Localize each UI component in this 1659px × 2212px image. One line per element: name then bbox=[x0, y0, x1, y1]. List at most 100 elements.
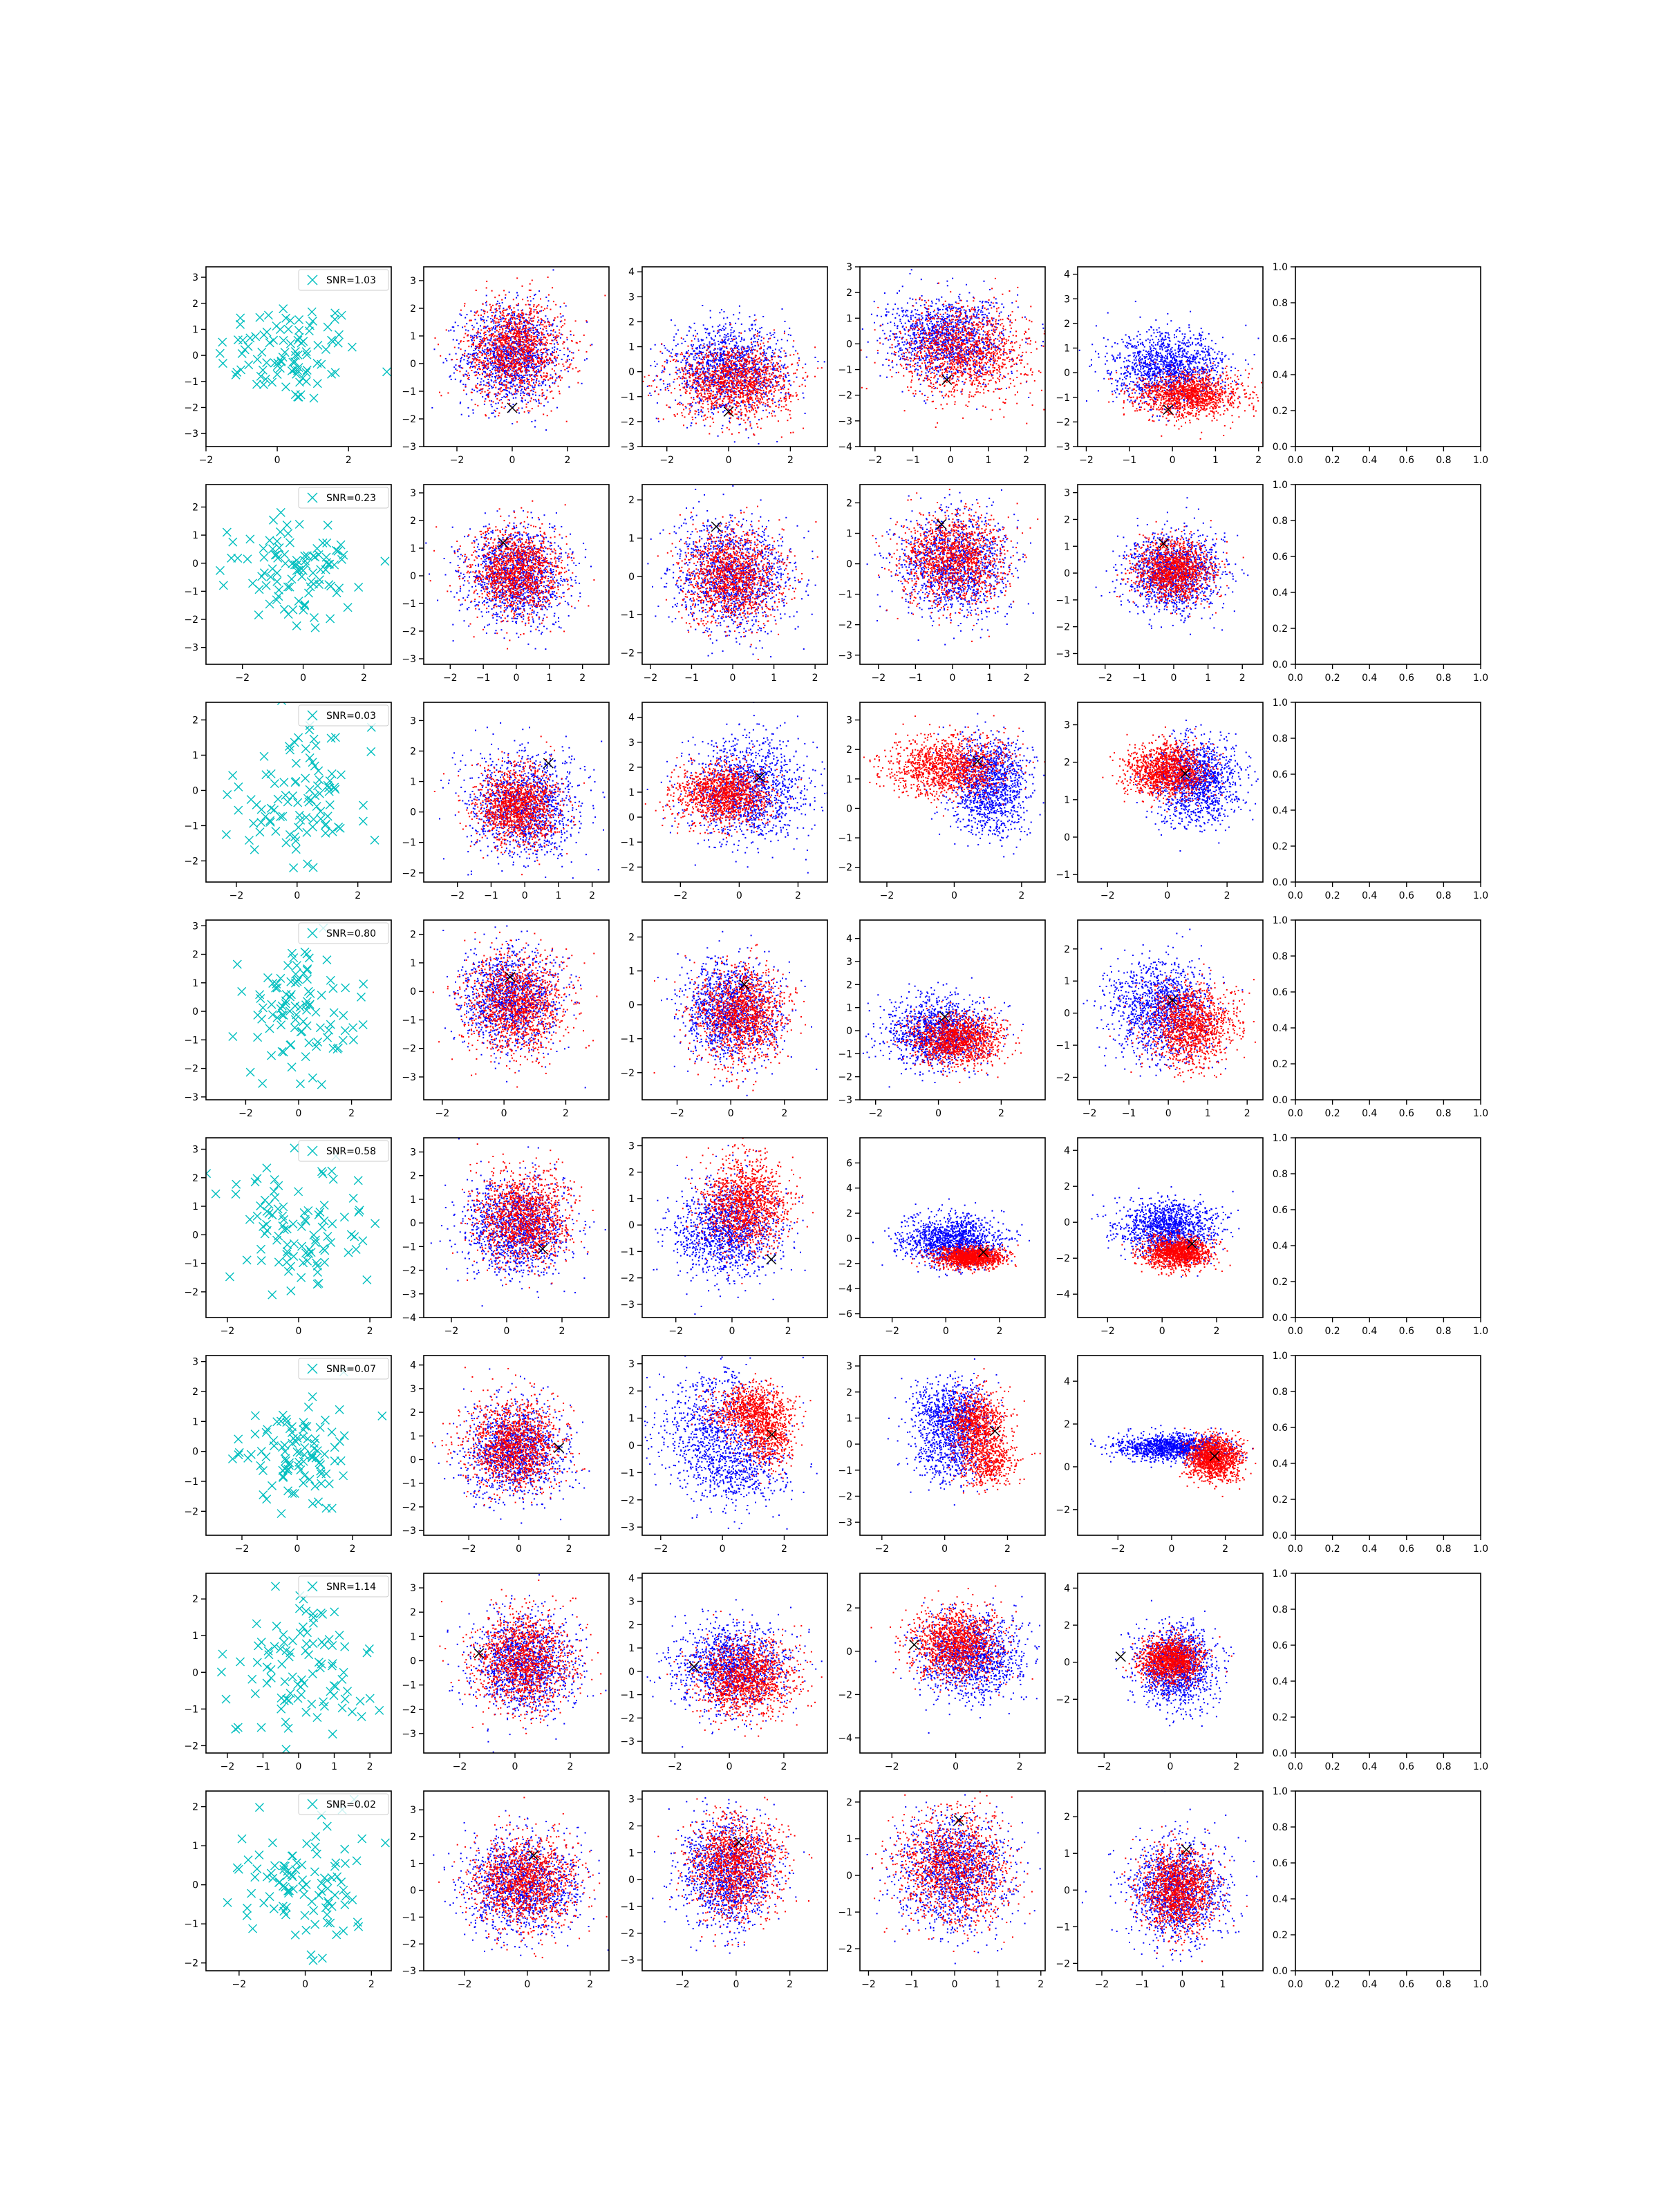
blue-point bbox=[565, 306, 567, 307]
blue-point bbox=[736, 366, 738, 367]
blue-point bbox=[552, 382, 554, 384]
red-point bbox=[737, 350, 738, 351]
blue-point bbox=[527, 375, 528, 376]
red-point bbox=[535, 371, 536, 373]
red-point bbox=[506, 321, 507, 323]
blue-point bbox=[529, 304, 531, 306]
red-point bbox=[704, 375, 706, 377]
blue-point bbox=[683, 355, 684, 357]
red-point bbox=[489, 377, 490, 378]
red-point bbox=[679, 404, 681, 405]
red-point bbox=[500, 387, 502, 388]
red-point bbox=[657, 375, 658, 377]
red-point bbox=[763, 386, 765, 387]
red-point bbox=[492, 305, 494, 306]
red-point bbox=[718, 399, 720, 400]
blue-point bbox=[762, 374, 763, 375]
red-point bbox=[554, 319, 555, 321]
red-point bbox=[707, 409, 709, 410]
red-point bbox=[529, 356, 530, 357]
blue-point bbox=[764, 374, 765, 375]
red-point bbox=[541, 357, 543, 358]
blue-point bbox=[531, 332, 532, 333]
red-point bbox=[456, 370, 458, 371]
blue-point bbox=[586, 358, 588, 359]
blue-point bbox=[693, 350, 695, 352]
blue-point bbox=[755, 345, 756, 346]
blue-point bbox=[545, 384, 546, 386]
blue-point bbox=[445, 358, 447, 359]
blue-point bbox=[717, 352, 718, 353]
red-point bbox=[548, 294, 550, 296]
blue-point bbox=[704, 379, 705, 381]
blue-point bbox=[533, 382, 534, 384]
red-point bbox=[529, 308, 530, 309]
red-point bbox=[725, 366, 727, 367]
red-point bbox=[464, 353, 465, 354]
blue-point bbox=[706, 329, 707, 330]
blue-point bbox=[710, 352, 711, 353]
red-point bbox=[484, 401, 485, 402]
blue-point bbox=[753, 320, 755, 321]
blue-point bbox=[751, 369, 753, 371]
red-point bbox=[521, 310, 523, 311]
red-point bbox=[525, 341, 527, 343]
red-point bbox=[740, 332, 742, 334]
blue-point bbox=[478, 372, 479, 373]
red-point bbox=[562, 325, 563, 326]
red-point bbox=[512, 334, 514, 335]
red-point bbox=[522, 371, 523, 372]
blue-point bbox=[461, 414, 462, 415]
red-point bbox=[476, 332, 478, 334]
blue-point bbox=[541, 354, 542, 355]
blue-point bbox=[533, 298, 534, 299]
blue-point bbox=[684, 381, 685, 382]
red-point bbox=[760, 344, 761, 345]
red-point bbox=[711, 401, 712, 402]
blue-point bbox=[434, 348, 435, 350]
blue-point bbox=[672, 349, 673, 350]
red-point bbox=[740, 353, 742, 355]
red-point bbox=[520, 339, 521, 340]
red-point bbox=[539, 371, 541, 372]
blue-point bbox=[695, 387, 697, 388]
red-point bbox=[513, 299, 514, 300]
blue-point bbox=[722, 341, 724, 343]
red-point bbox=[543, 366, 545, 367]
red-point bbox=[505, 341, 506, 343]
blue-point bbox=[761, 337, 762, 338]
red-point bbox=[720, 377, 722, 379]
blue-point bbox=[789, 380, 790, 382]
red-point bbox=[738, 380, 739, 382]
blue-point bbox=[714, 370, 715, 371]
blue-point bbox=[764, 384, 765, 386]
red-point bbox=[767, 364, 768, 365]
blue-point bbox=[482, 338, 483, 339]
blue-point bbox=[697, 339, 699, 340]
red-point bbox=[517, 359, 518, 361]
blue-point bbox=[495, 403, 496, 404]
blue-point bbox=[700, 400, 701, 401]
red-point bbox=[498, 348, 500, 350]
blue-point bbox=[487, 353, 489, 354]
red-point bbox=[533, 344, 534, 346]
red-point bbox=[752, 377, 753, 379]
red-point bbox=[729, 361, 730, 362]
red-point bbox=[700, 368, 701, 370]
red-point bbox=[486, 301, 487, 302]
blue-point bbox=[501, 319, 503, 320]
red-point bbox=[500, 377, 501, 378]
red-point bbox=[479, 351, 480, 353]
red-point bbox=[509, 340, 510, 341]
red-point bbox=[705, 384, 706, 386]
red-point bbox=[771, 400, 772, 401]
red-point bbox=[510, 353, 512, 355]
blue-point bbox=[545, 429, 547, 431]
blue-point bbox=[491, 404, 492, 405]
blue-point bbox=[527, 353, 528, 355]
blue-point bbox=[500, 348, 502, 350]
red-point bbox=[767, 370, 769, 371]
red-point bbox=[527, 364, 529, 365]
blue-point bbox=[755, 366, 756, 367]
blue-point bbox=[727, 386, 728, 388]
